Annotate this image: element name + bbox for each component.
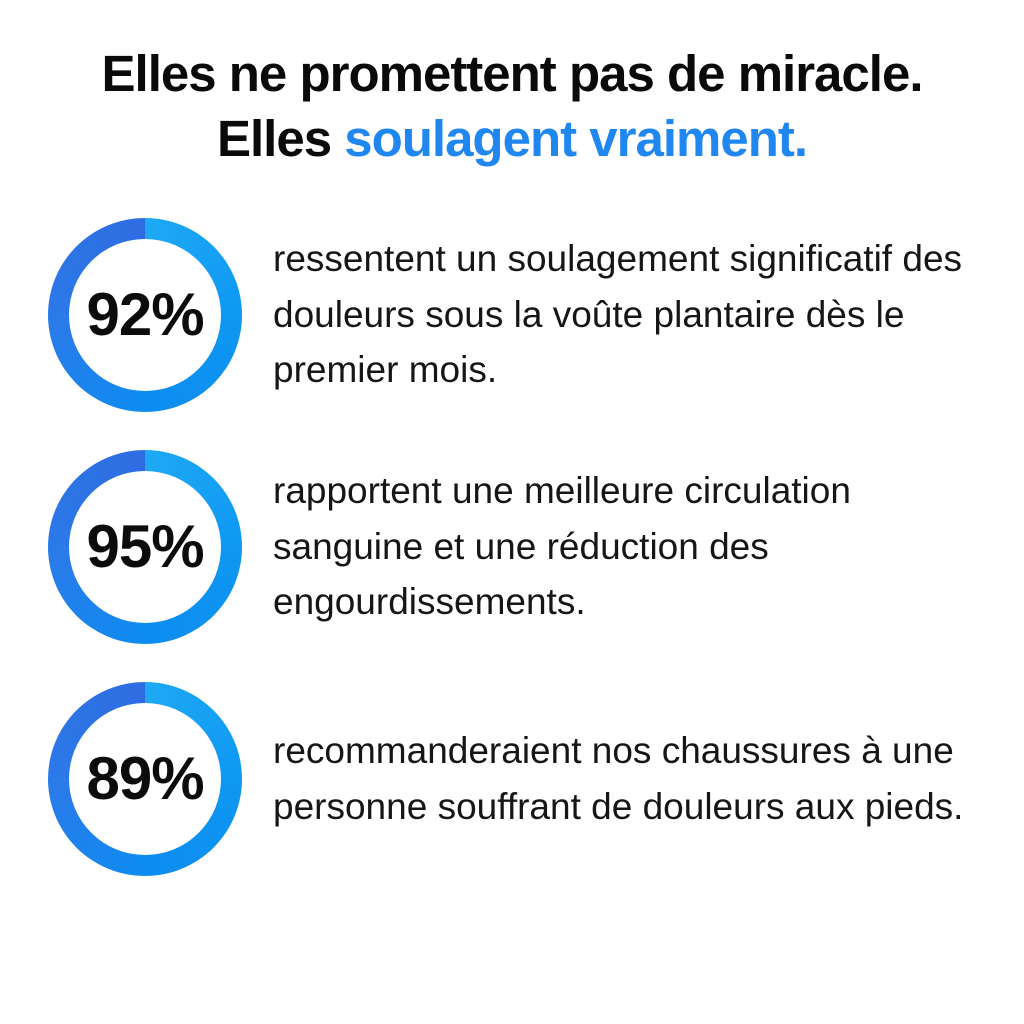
stat-row-2: 95% rapportent une meilleure circulation… [48,449,984,644]
headline-line1: Elles ne promettent pas de miracle. [101,45,924,102]
percent-ring-1: 92% [48,217,242,412]
stat-row-3: 89% recommanderaient nos chaussures à un… [48,681,984,876]
headline-line2-black: Elles [216,109,345,167]
headline-line2-accent: soulagent vraiment. [344,109,808,167]
stat-description-3: recommanderaient nos chaussures à une pe… [273,730,964,827]
headline: Elles ne promettent pas de miracle. Elle… [0,42,1024,172]
stat-description-1: ressentent un soulagement significatif d… [273,238,963,391]
stat-row-1: 92% ressentent un soulagement significat… [48,217,984,412]
stat-description-2: rapportent une meilleure circulation san… [273,470,851,623]
percent-ring-2: 95% [48,449,242,644]
percent-value-3: 89% [86,745,204,813]
stat-rows: 92% ressentent un soulagement significat… [48,217,984,876]
percent-value-2: 95% [86,513,204,581]
percent-ring-3: 89% [48,681,242,876]
percent-value-1: 92% [86,281,204,349]
